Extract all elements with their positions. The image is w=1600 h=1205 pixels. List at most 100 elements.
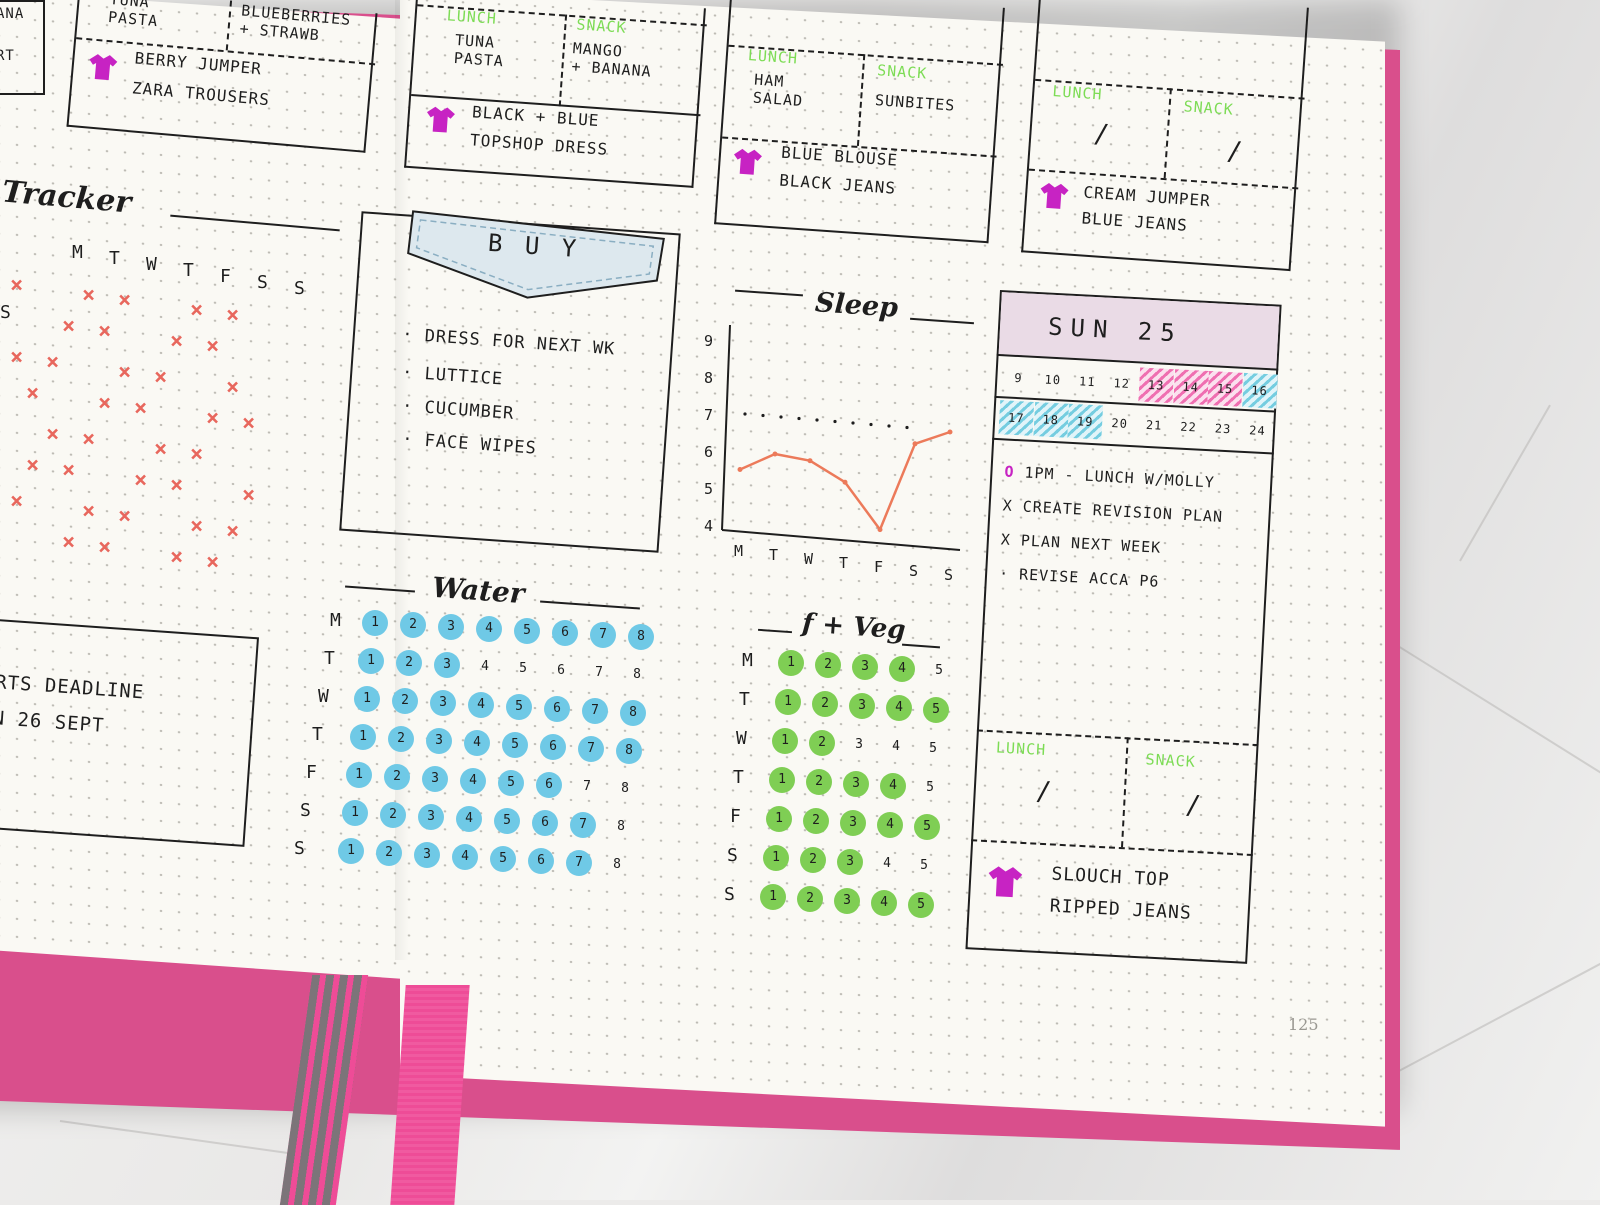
hour-cell: 9 (1013, 370, 1023, 386)
tracker-x-mark: × (154, 365, 168, 390)
water-count-cell: 8 (617, 819, 625, 834)
fveg-count-cell: 2 (815, 652, 841, 678)
fveg-count-cell: 3 (837, 849, 863, 875)
fveg-count-cell: 4 (883, 856, 891, 871)
outfit-line: ZARA TROUSERS (131, 78, 271, 110)
hour-cell: 21 (1145, 417, 1163, 433)
tracker-x-mark: × (82, 427, 96, 452)
snack-text: / (1184, 790, 1203, 822)
shirt-icon (427, 106, 455, 133)
tracker-x-mark: × (62, 314, 76, 339)
tracker-x-mark: × (98, 535, 112, 560)
fveg-day-label: W (736, 728, 748, 749)
y-tick-label: 5 (704, 480, 713, 498)
fveg-count-cell: 5 (908, 892, 934, 918)
lunch-snack-divider (1163, 88, 1172, 179)
water-count-cell: 3 (422, 766, 448, 792)
water-count-cell: 3 (438, 614, 464, 640)
water-day-label: S (294, 838, 306, 859)
water-count-cell: 7 (595, 665, 603, 680)
y-axis (721, 324, 731, 531)
lunch-snack-divider (856, 54, 866, 147)
x-tick-label: F (874, 558, 883, 576)
water-count-cell: 6 (536, 772, 562, 798)
outfit-line: BLUE JEANS (1081, 208, 1189, 235)
sleep-point (772, 451, 778, 457)
fveg-count-cell: 4 (886, 695, 912, 721)
fveg-count-cell: 5 (935, 663, 943, 678)
reference-dot (833, 419, 837, 424)
water-day-label: S (300, 800, 312, 821)
lunch-label: LUNCH (747, 46, 799, 68)
water-count-cell: 6 (557, 663, 565, 678)
fveg-count-cell: 3 (849, 693, 875, 719)
fveg-count-cell: 1 (775, 689, 801, 715)
lunch-snack-divider (558, 14, 568, 107)
deadline-line: RTS DEADLINE (0, 671, 145, 704)
x-tick-label: T (769, 546, 778, 564)
left-edge-text: ANA (0, 6, 25, 22)
lunch-text: / (1092, 119, 1112, 151)
tracker-x-mark: × (118, 360, 132, 385)
fveg-count-cell: 3 (855, 737, 863, 752)
water-count-cell: 1 (358, 648, 384, 674)
fveg-count-cell: 4 (880, 773, 906, 799)
hour-cell: 23 (1214, 421, 1232, 437)
reference-dot (743, 412, 747, 416)
deadline-box: RTS DEADLINE N 26 SEPT (0, 619, 260, 847)
outfit-line: CREAM JUMPER (1082, 182, 1212, 211)
water-count-cell: 5 (519, 661, 527, 676)
hour-cell: 13 (1138, 367, 1175, 404)
tracker-day-label: M (72, 242, 84, 263)
water-count-cell: 8 (616, 738, 642, 764)
water-count-cell: 7 (570, 812, 596, 838)
water-title: Water (430, 570, 526, 611)
water-day-label: T (312, 724, 324, 745)
task-bullet: x (1000, 530, 1012, 549)
water-count-cell: 8 (621, 781, 629, 796)
reference-dot (905, 425, 909, 430)
bullet: · (401, 362, 426, 385)
fveg-count-cell: 5 (923, 697, 949, 723)
lunch-label: LUNCH (446, 6, 498, 28)
lunch-text: / (1035, 776, 1054, 808)
water-count-cell: 4 (464, 730, 490, 756)
lunch-label: LUNCH (995, 738, 1047, 760)
fveg-count-cell: 2 (806, 769, 832, 795)
fveg-count-cell: 1 (763, 845, 789, 871)
shirt-icon (89, 54, 118, 81)
sleep-title: Sleep (814, 287, 899, 324)
tracker-x-mark: × (134, 468, 148, 493)
water-count-cell: 5 (514, 618, 540, 644)
tracker-x-mark: × (10, 273, 24, 298)
buy-pocket-banner (407, 210, 665, 299)
water-count-cell: 7 (583, 779, 591, 794)
bullet: · (401, 324, 426, 347)
tracker-x-mark: × (170, 473, 184, 498)
fveg-count-cell: 5 (920, 858, 928, 873)
water-count-cell: 1 (338, 838, 364, 864)
water-count-cell: 8 (620, 700, 646, 726)
water-day-label: F (306, 762, 318, 783)
sleep-point (877, 527, 883, 533)
tracker-x-mark: × (46, 350, 60, 375)
tracker-x-mark: × (10, 489, 24, 514)
water-count-cell: 3 (426, 728, 452, 754)
water-count-cell: 5 (502, 732, 528, 758)
snack-label: SNACK (1183, 97, 1235, 119)
water-day-label: W (318, 686, 330, 707)
sleep-point (807, 458, 813, 464)
sleep-point (947, 429, 953, 435)
fveg-count-cell: 2 (803, 808, 829, 834)
sleep-plot: 9 8 7 6 5 4 M T W T F S S (704, 324, 961, 584)
thu-box: LUNCH SNACK / / CREAM JUMPER BLUE JEANS (1021, 0, 1309, 272)
left-edge-text: RT (0, 48, 15, 64)
tracker-x-mark: × (82, 499, 96, 524)
water-count-cell: 4 (476, 616, 502, 642)
water-count-cell: 8 (628, 624, 654, 650)
fveg-count-cell: 3 (843, 771, 869, 797)
water-count-cell: 3 (430, 690, 456, 716)
hour-cell: 15 (1207, 371, 1243, 407)
tracker-day-label: W (146, 254, 158, 275)
